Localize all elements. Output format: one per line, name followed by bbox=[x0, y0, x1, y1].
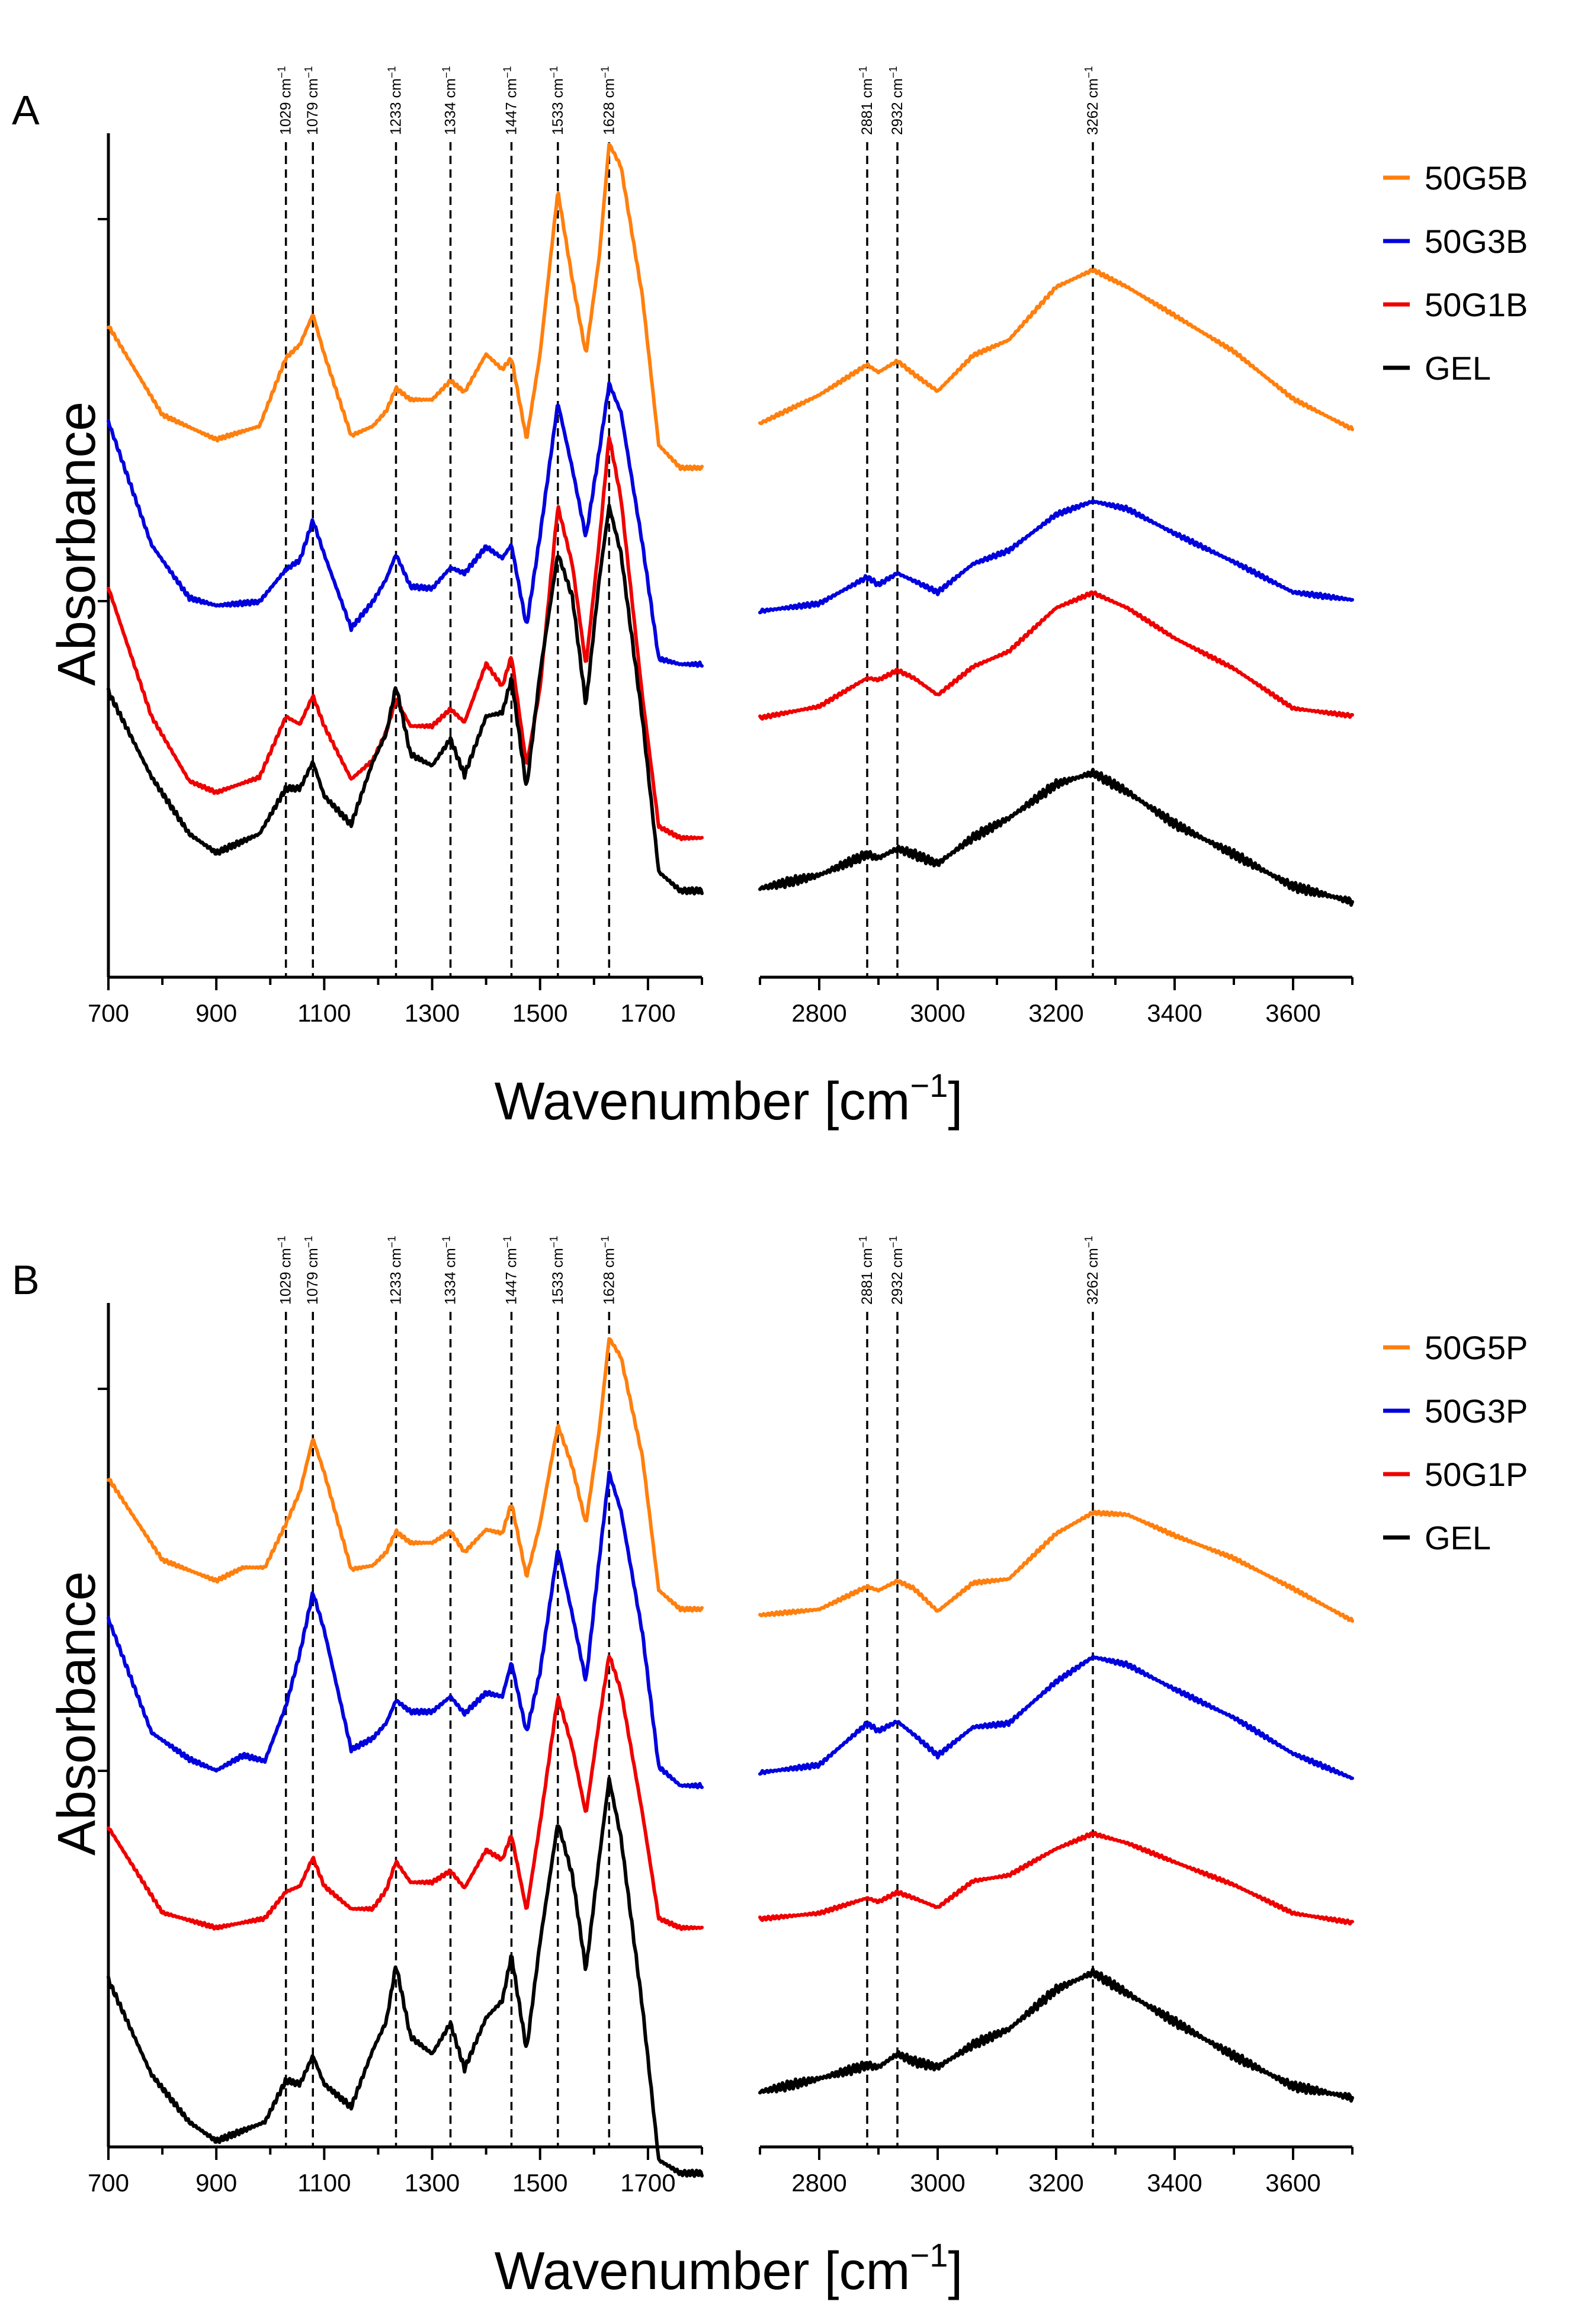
peak-label-2932: 2932 cm−1 bbox=[887, 1236, 906, 1305]
peak-label-exponent: −1 bbox=[386, 66, 398, 79]
x-axis-label-close: ] bbox=[948, 1072, 963, 1131]
peak-label-3262: 3262 cm−1 bbox=[1083, 1236, 1101, 1305]
spectrum-left-GEL bbox=[107, 503, 704, 895]
peak-label-exponent: −1 bbox=[276, 66, 288, 79]
y-axis-label: Absorbance bbox=[47, 402, 107, 686]
peak-label-1628: 1628 cm−1 bbox=[599, 66, 617, 135]
peak-label-exponent: −1 bbox=[548, 1236, 560, 1248]
spectrum-right-50G1P bbox=[758, 1831, 1354, 1926]
peak-label-1447: 1447 cm−1 bbox=[501, 66, 519, 135]
peak-label-1079: 1079 cm−1 bbox=[303, 66, 321, 135]
legend-label-50G5B: 50G5B bbox=[1425, 159, 1528, 197]
right-x-tick-label: 3400 bbox=[1147, 2169, 1202, 2197]
peak-label-2932: 2932 cm−1 bbox=[887, 66, 906, 135]
peak-label-exponent: −1 bbox=[501, 1236, 513, 1248]
peak-label-exponent: −1 bbox=[599, 1236, 611, 1248]
x-axis-label-exponent: −1 bbox=[910, 1067, 948, 1104]
peak-label-2881: 2881 cm−1 bbox=[857, 66, 875, 135]
peak-label-1628: 1628 cm−1 bbox=[599, 1236, 617, 1305]
peak-label-exponent: −1 bbox=[857, 1236, 869, 1248]
left-x-tick-label: 1700 bbox=[620, 999, 675, 1027]
spectrum-right-50G3P bbox=[758, 1655, 1354, 1780]
peak-label-exponent: −1 bbox=[599, 66, 611, 79]
spectrum-left-50G3P bbox=[107, 1470, 704, 1790]
peak-label-exponent: −1 bbox=[887, 66, 899, 79]
legend-label-50G1B: 50G1B bbox=[1425, 286, 1528, 323]
peak-label-exponent: −1 bbox=[1083, 66, 1095, 79]
right-x-tick-label: 2800 bbox=[791, 999, 846, 1027]
left-x-tick-label: 900 bbox=[195, 2169, 237, 2197]
left-x-tick-label: 1700 bbox=[620, 2169, 675, 2197]
spectrum-left-50G5P bbox=[107, 1337, 704, 1613]
x-axis-label: Wavenumber [cm−1] bbox=[495, 2236, 963, 2301]
peak-label-1233: 1233 cm−1 bbox=[386, 1236, 405, 1305]
peak-label-1079: 1079 cm−1 bbox=[303, 1236, 321, 1305]
right-x-tick-label: 2800 bbox=[791, 2169, 846, 2197]
peak-label-exponent: −1 bbox=[386, 1236, 398, 1248]
left-x-tick-label: 1300 bbox=[405, 2169, 460, 2197]
left-x-tick-label: 1500 bbox=[512, 999, 567, 1027]
peak-label-exponent: −1 bbox=[1083, 1236, 1095, 1248]
peak-label-1233: 1233 cm−1 bbox=[386, 66, 405, 135]
left-x-tick-label: 700 bbox=[88, 2169, 129, 2197]
peak-label-exponent: −1 bbox=[276, 1236, 288, 1248]
spectrum-left-50G5B bbox=[107, 143, 704, 471]
x-axis-label-close: ] bbox=[948, 2242, 963, 2301]
legend-label-GEL: GEL bbox=[1425, 349, 1491, 387]
left-x-tick-label: 700 bbox=[88, 999, 129, 1027]
peak-label-1533: 1533 cm−1 bbox=[548, 1236, 566, 1305]
peak-label-1029: 1029 cm−1 bbox=[276, 66, 294, 135]
peak-label-exponent: −1 bbox=[548, 66, 560, 79]
peak-label-exponent: −1 bbox=[441, 1236, 453, 1248]
right-x-tick-label: 3200 bbox=[1028, 999, 1083, 1027]
spectrum-right-50G5B bbox=[758, 268, 1354, 432]
spectrum-left-50G3B bbox=[107, 381, 704, 668]
x-axis-label-exponent: −1 bbox=[910, 2236, 948, 2274]
spectrum-right-50G1B bbox=[758, 590, 1354, 721]
panel-letter: B bbox=[12, 1257, 40, 1303]
peak-label-exponent: −1 bbox=[501, 66, 513, 79]
y-axis-label: Absorbance bbox=[47, 1571, 107, 1856]
legend-label-50G3P: 50G3P bbox=[1425, 1392, 1528, 1430]
right-x-tick-label: 3600 bbox=[1265, 2169, 1320, 2197]
peak-label-1533: 1533 cm−1 bbox=[548, 66, 566, 135]
left-x-tick-label: 1100 bbox=[297, 2169, 351, 2197]
spectrum-left-50G1P bbox=[107, 1654, 704, 1931]
panel-letter: A bbox=[12, 87, 40, 133]
spectrum-left-GEL bbox=[107, 1776, 704, 2178]
peak-label-1029: 1029 cm−1 bbox=[276, 1236, 294, 1305]
x-axis-label: Wavenumber [cm−1] bbox=[495, 1067, 963, 1131]
panel-A: A Absorbance 700 900 1100 1300 1500 1700 1029 cm… bbox=[12, 66, 1528, 1131]
peak-label-1447: 1447 cm−1 bbox=[501, 1236, 519, 1305]
right-x-tick-label: 3000 bbox=[910, 999, 965, 1027]
right-x-tick-label: 3400 bbox=[1147, 999, 1202, 1027]
spectrum-right-GEL bbox=[758, 1967, 1354, 2103]
peak-label-2881: 2881 cm−1 bbox=[857, 1236, 875, 1305]
peak-label-exponent: −1 bbox=[303, 1236, 315, 1248]
spectrum-right-GEL bbox=[758, 768, 1354, 907]
left-x-tick-label: 900 bbox=[195, 999, 237, 1027]
legend-label-GEL: GEL bbox=[1425, 1519, 1491, 1556]
legend-label-50G5P: 50G5P bbox=[1425, 1329, 1528, 1366]
spectrum-left-50G1B bbox=[107, 436, 704, 842]
right-x-tick-label: 3000 bbox=[910, 2169, 965, 2197]
peak-label-1334: 1334 cm−1 bbox=[441, 66, 459, 135]
peak-label-1334: 1334 cm−1 bbox=[441, 1236, 459, 1305]
legend-label-50G3B: 50G3B bbox=[1425, 223, 1528, 260]
peak-label-exponent: −1 bbox=[441, 66, 453, 79]
peak-label-3262: 3262 cm−1 bbox=[1083, 66, 1101, 135]
peak-label-exponent: −1 bbox=[857, 66, 869, 79]
panel-B: B Absorbance 700 900 1100 1300 1500 1700 1029 cm… bbox=[12, 1236, 1528, 2301]
peak-label-exponent: −1 bbox=[887, 1236, 899, 1248]
legend-label-50G1P: 50G1P bbox=[1425, 1456, 1528, 1493]
left-x-tick-label: 1500 bbox=[512, 2169, 567, 2197]
left-x-tick-label: 1300 bbox=[405, 999, 460, 1027]
left-x-tick-label: 1100 bbox=[297, 999, 351, 1027]
spectrum-right-50G3B bbox=[758, 499, 1354, 615]
right-x-tick-label: 3200 bbox=[1028, 2169, 1083, 2197]
peak-label-exponent: −1 bbox=[303, 66, 315, 79]
spectrum-right-50G5P bbox=[758, 1509, 1354, 1623]
right-x-tick-label: 3600 bbox=[1265, 999, 1320, 1027]
